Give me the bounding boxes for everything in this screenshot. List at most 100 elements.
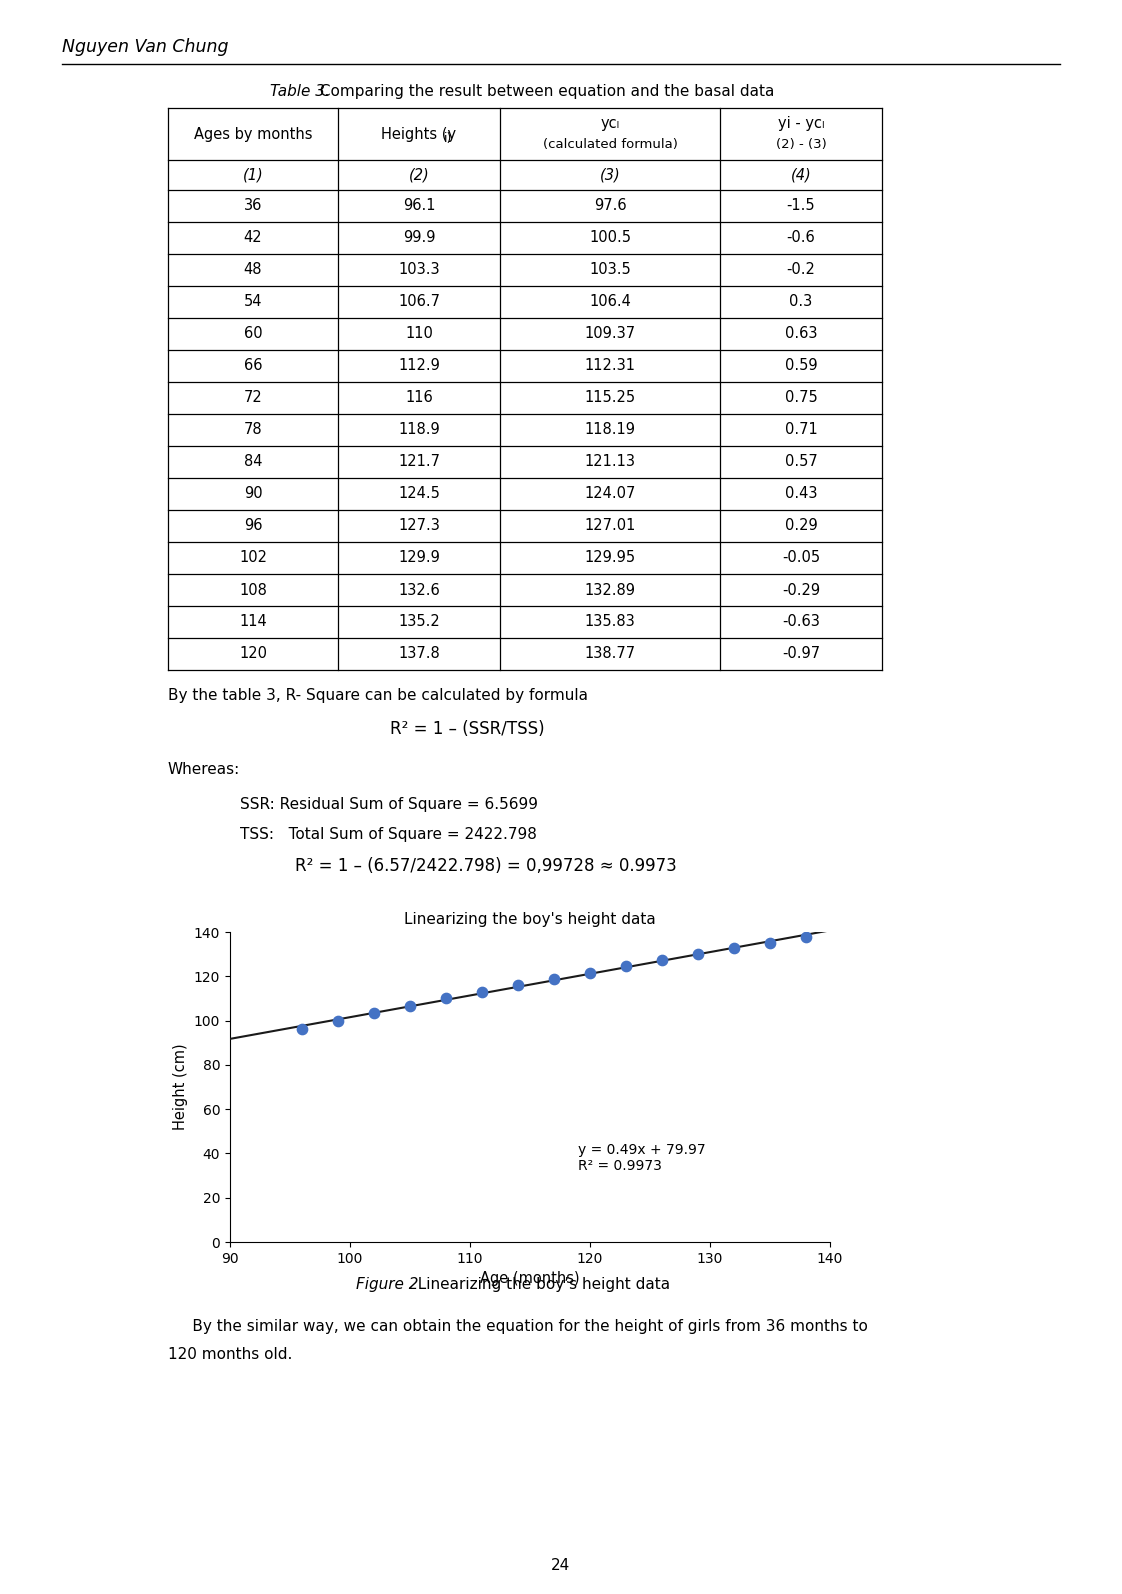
Text: 109.37: 109.37: [585, 327, 635, 341]
Text: 97.6: 97.6: [594, 199, 626, 214]
Text: 72: 72: [243, 391, 263, 405]
Point: [401, 993, 419, 1019]
Point: [689, 942, 707, 968]
Text: -0.63: -0.63: [782, 615, 820, 630]
Text: 106.4: 106.4: [589, 295, 631, 309]
Text: . Linearizing the boy’s height data: . Linearizing the boy’s height data: [408, 1277, 670, 1293]
Text: SSR: Residual Sum of Square = 6.5699: SSR: Residual Sum of Square = 6.5699: [240, 797, 539, 811]
Text: 96.1: 96.1: [403, 199, 435, 214]
Text: 129.95: 129.95: [585, 550, 635, 566]
Text: 99.9: 99.9: [403, 231, 435, 245]
Point: [761, 929, 779, 955]
Text: 103.3: 103.3: [398, 263, 440, 277]
Y-axis label: Height (cm): Height (cm): [173, 1044, 188, 1130]
Text: 0.59: 0.59: [784, 359, 817, 373]
Text: 121.7: 121.7: [398, 454, 440, 470]
Text: 127.3: 127.3: [398, 518, 440, 534]
Text: 132.89: 132.89: [585, 582, 635, 598]
Text: 103.5: 103.5: [589, 263, 631, 277]
Text: 106.7: 106.7: [398, 295, 440, 309]
Text: 0.71: 0.71: [784, 422, 817, 437]
Text: R² = 1 – (6.57/2422.798) = 0,99728 ≈ 0.9973: R² = 1 – (6.57/2422.798) = 0,99728 ≈ 0.9…: [295, 858, 677, 875]
Text: 138.77: 138.77: [585, 647, 635, 662]
Point: [725, 936, 743, 961]
Text: 90: 90: [243, 486, 263, 502]
Text: Figure 2: Figure 2: [356, 1277, 419, 1293]
Text: Heights (y: Heights (y: [381, 126, 457, 142]
Point: [797, 925, 815, 950]
Text: -0.29: -0.29: [782, 582, 820, 598]
Text: 66: 66: [243, 359, 263, 373]
Point: [293, 1017, 311, 1042]
Text: 137.8: 137.8: [398, 647, 440, 662]
Point: [653, 947, 671, 972]
Text: 102: 102: [239, 550, 267, 566]
Text: 118.9: 118.9: [398, 422, 440, 437]
Text: 112.31: 112.31: [585, 359, 635, 373]
Text: -0.2: -0.2: [787, 263, 816, 277]
Point: [617, 953, 635, 979]
Text: 112.9: 112.9: [398, 359, 440, 373]
Text: 0.43: 0.43: [784, 486, 817, 502]
Text: 124.07: 124.07: [585, 486, 636, 502]
Point: [329, 1007, 347, 1033]
Text: 127.01: 127.01: [585, 518, 636, 534]
Text: 108: 108: [239, 582, 267, 598]
Text: 129.9: 129.9: [398, 550, 440, 566]
Text: yi - yᴄₗ: yi - yᴄₗ: [778, 116, 825, 131]
Text: 54: 54: [243, 295, 263, 309]
Point: [438, 985, 456, 1011]
Text: 135.83: 135.83: [585, 615, 635, 630]
Text: R² = 1 – (SSR/TSS): R² = 1 – (SSR/TSS): [390, 720, 544, 738]
Text: (3): (3): [599, 167, 620, 182]
Point: [581, 960, 599, 985]
Text: (2) - (3): (2) - (3): [775, 137, 827, 151]
Text: 78: 78: [243, 422, 263, 437]
Text: (4): (4): [791, 167, 811, 182]
Text: y = 0.49x + 79.97
R² = 0.9973: y = 0.49x + 79.97 R² = 0.9973: [578, 1143, 706, 1173]
Text: 100.5: 100.5: [589, 231, 631, 245]
Text: 110: 110: [405, 327, 433, 341]
Text: 0.57: 0.57: [784, 454, 817, 470]
Text: 84: 84: [243, 454, 263, 470]
Text: 118.19: 118.19: [585, 422, 635, 437]
Text: -0.6: -0.6: [787, 231, 816, 245]
Text: Comparing the result between equation and the basal data: Comparing the result between equation an…: [315, 84, 774, 99]
Text: 0.3: 0.3: [790, 295, 812, 309]
Text: Whereas:: Whereas:: [168, 762, 240, 776]
Text: yᴄₗ: yᴄₗ: [600, 116, 619, 131]
Text: By the similar way, we can obtain the equation for the height of girls from 36 m: By the similar way, we can obtain the eq…: [168, 1318, 868, 1334]
Text: 0.63: 0.63: [784, 327, 817, 341]
Text: 48: 48: [243, 263, 263, 277]
Text: 124.5: 124.5: [398, 486, 440, 502]
Text: Ages by months: Ages by months: [194, 126, 312, 142]
Text: 120 months old.: 120 months old.: [168, 1347, 293, 1361]
Text: 96: 96: [243, 518, 263, 534]
Text: 0.75: 0.75: [784, 391, 817, 405]
Text: i): i): [443, 132, 452, 145]
Text: 121.13: 121.13: [585, 454, 635, 470]
Text: 42: 42: [243, 231, 263, 245]
Text: Table 3.: Table 3.: [270, 84, 330, 99]
Text: 116: 116: [405, 391, 433, 405]
Text: By the table 3, R- Square can be calculated by formula: By the table 3, R- Square can be calcula…: [168, 689, 588, 703]
Text: 24: 24: [551, 1557, 571, 1573]
Text: Nguyen Van Chung: Nguyen Van Chung: [62, 38, 229, 56]
Text: 132.6: 132.6: [398, 582, 440, 598]
Point: [509, 972, 527, 998]
Point: [545, 966, 563, 991]
Text: (calculated formula): (calculated formula): [543, 137, 678, 151]
Title: Linearizing the boy's height data: Linearizing the boy's height data: [404, 912, 656, 926]
Text: 60: 60: [243, 327, 263, 341]
Text: 36: 36: [243, 199, 263, 214]
Text: 114: 114: [239, 615, 267, 630]
Text: TSS:   Total Sum of Square = 2422.798: TSS: Total Sum of Square = 2422.798: [240, 827, 536, 842]
Point: [473, 979, 491, 1004]
X-axis label: Age (months): Age (months): [480, 1272, 580, 1286]
Text: -0.97: -0.97: [782, 647, 820, 662]
Text: (2): (2): [408, 167, 430, 182]
Text: 120: 120: [239, 647, 267, 662]
Text: 0.29: 0.29: [784, 518, 817, 534]
Text: -1.5: -1.5: [787, 199, 816, 214]
Text: (1): (1): [242, 167, 264, 182]
